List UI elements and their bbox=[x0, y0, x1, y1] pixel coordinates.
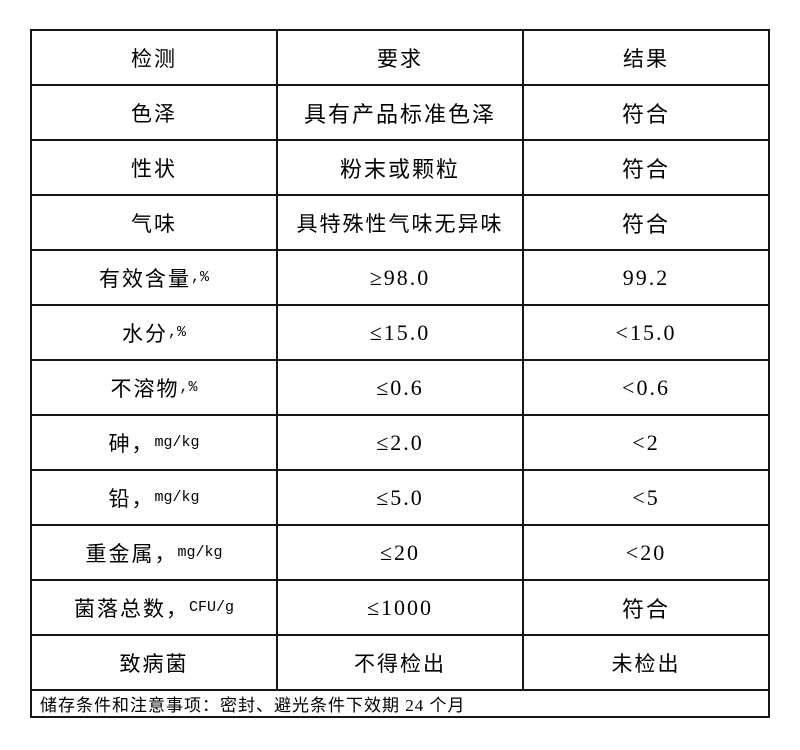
result-cell: <15.0 bbox=[524, 306, 768, 359]
header-result-label: 结果 bbox=[623, 46, 669, 71]
result-value: 符合 bbox=[621, 101, 670, 127]
header-cell-result: 结果 bbox=[524, 31, 768, 84]
test-unit-label: ,% bbox=[167, 323, 186, 341]
table-row: 色泽 具有产品标准色泽 符合 bbox=[32, 86, 768, 141]
requirement-value: ≤2.0 bbox=[376, 429, 424, 455]
requirement-value: 不得检出 bbox=[354, 651, 446, 676]
result-cell: 符合 bbox=[524, 86, 768, 139]
table-header-row: 检测 要求 结果 bbox=[32, 31, 768, 86]
result-value: <15.0 bbox=[615, 319, 677, 345]
header-test-label: 检测 bbox=[131, 46, 177, 71]
requirement-cell: 具有产品标准色泽 bbox=[278, 86, 524, 139]
result-value: <20 bbox=[625, 539, 667, 565]
test-label: 不溶物 bbox=[110, 376, 180, 401]
requirement-value: ≤5.0 bbox=[376, 484, 424, 510]
requirement-value: ≤1000 bbox=[366, 594, 434, 620]
table-row: 性状 粉末或颗粒 符合 bbox=[32, 141, 768, 196]
result-value: 符合 bbox=[621, 596, 670, 622]
test-unit-label: CFU/g bbox=[188, 598, 234, 616]
result-value: <5 bbox=[632, 484, 660, 510]
test-cell: 不溶物,% bbox=[32, 361, 278, 414]
result-value: 符合 bbox=[621, 156, 670, 182]
result-cell: <20 bbox=[524, 526, 768, 579]
test-label: 致病菌 bbox=[119, 651, 189, 676]
test-label: 铅， bbox=[108, 486, 155, 511]
test-cell: 致病菌 bbox=[32, 636, 278, 689]
result-value: 未检出 bbox=[611, 651, 681, 676]
requirement-cell: ≤0.6 bbox=[278, 361, 524, 414]
test-cell: 铅， mg/kg bbox=[32, 471, 278, 524]
test-label: 有效含量 bbox=[98, 266, 191, 291]
result-cell: <0.6 bbox=[524, 361, 768, 414]
result-cell: 未检出 bbox=[524, 636, 768, 689]
test-cell: 菌落总数， CFU/g bbox=[32, 581, 278, 634]
storage-conditions-note: 储存条件和注意事项：密封、避光条件下效期 24 个月 bbox=[40, 696, 466, 715]
test-cell: 重金属， mg/kg bbox=[32, 526, 278, 579]
test-label: 性状 bbox=[131, 156, 177, 181]
requirement-cell: 不得检出 bbox=[278, 636, 524, 689]
test-cell: 有效含量,% bbox=[32, 251, 278, 304]
requirement-value: ≤15.0 bbox=[369, 319, 431, 345]
test-label: 气味 bbox=[131, 211, 177, 236]
table-row: 气味 具特殊性气味无异味 符合 bbox=[32, 196, 768, 251]
test-cell: 性状 bbox=[32, 141, 278, 194]
requirement-value: ≤0.6 bbox=[376, 374, 424, 400]
result-cell: <2 bbox=[524, 416, 768, 469]
table-footer: 储存条件和注意事项：密封、避光条件下效期 24 个月 bbox=[32, 691, 768, 716]
test-label: 砷， bbox=[108, 431, 155, 456]
result-value: <2 bbox=[632, 429, 660, 455]
requirement-value: 具有产品标准色泽 bbox=[303, 101, 496, 127]
requirement-value: 具特殊性气味无异味 bbox=[296, 211, 504, 236]
test-label: 菌落总数， bbox=[73, 596, 189, 621]
test-unit-label: mg/kg bbox=[177, 543, 223, 561]
result-value: 符合 bbox=[621, 211, 670, 237]
inspection-table: 检测 要求 结果 色泽 具有产品标准色泽 符合 性状 bbox=[30, 29, 770, 718]
requirement-cell: ≤1000 bbox=[278, 581, 524, 634]
result-cell: <5 bbox=[524, 471, 768, 524]
result-cell: 符合 bbox=[524, 141, 768, 194]
table-row: 不溶物,% ≤0.6 <0.6 bbox=[32, 361, 768, 416]
test-cell: 色泽 bbox=[32, 86, 278, 139]
table-row: 水分,% ≤15.0 <15.0 bbox=[32, 306, 768, 361]
requirement-value: ≥98.0 bbox=[369, 264, 431, 290]
test-label: 水分 bbox=[121, 321, 168, 346]
test-cell: 水分,% bbox=[32, 306, 278, 359]
table-row: 致病菌 不得检出 未检出 bbox=[32, 636, 768, 691]
requirement-value: 粉末或颗粒 bbox=[339, 156, 460, 182]
result-cell: 符合 bbox=[524, 581, 768, 634]
result-cell: 符合 bbox=[524, 196, 768, 249]
result-value: 99.2 bbox=[622, 264, 670, 290]
header-cell-test: 检测 bbox=[32, 31, 278, 84]
requirement-value: ≤20 bbox=[379, 539, 421, 565]
test-cell: 砷， mg/kg bbox=[32, 416, 278, 469]
requirement-cell: ≤2.0 bbox=[278, 416, 524, 469]
table-row: 铅， mg/kg ≤5.0 <5 bbox=[32, 471, 768, 526]
test-cell: 气味 bbox=[32, 196, 278, 249]
header-cell-requirement: 要求 bbox=[278, 31, 524, 84]
requirement-cell: ≤15.0 bbox=[278, 306, 524, 359]
requirement-cell: ≥98.0 bbox=[278, 251, 524, 304]
result-value: <0.6 bbox=[622, 374, 670, 400]
test-label: 重金属， bbox=[85, 541, 178, 566]
table-row: 有效含量,% ≥98.0 99.2 bbox=[32, 251, 768, 306]
table-row: 砷， mg/kg ≤2.0 <2 bbox=[32, 416, 768, 471]
test-unit-label: mg/kg bbox=[154, 433, 200, 451]
requirement-cell: ≤20 bbox=[278, 526, 524, 579]
test-unit-label: ,% bbox=[190, 268, 209, 286]
table-row: 重金属， mg/kg ≤20 <20 bbox=[32, 526, 768, 581]
result-cell: 99.2 bbox=[524, 251, 768, 304]
test-unit-label: ,% bbox=[179, 378, 198, 396]
header-requirement-label: 要求 bbox=[377, 46, 423, 71]
test-unit-label: mg/kg bbox=[154, 488, 200, 506]
requirement-cell: 具特殊性气味无异味 bbox=[278, 196, 524, 249]
test-label: 色泽 bbox=[131, 101, 177, 126]
requirement-cell: ≤5.0 bbox=[278, 471, 524, 524]
table-row: 菌落总数， CFU/g ≤1000 符合 bbox=[32, 581, 768, 636]
requirement-cell: 粉末或颗粒 bbox=[278, 141, 524, 194]
